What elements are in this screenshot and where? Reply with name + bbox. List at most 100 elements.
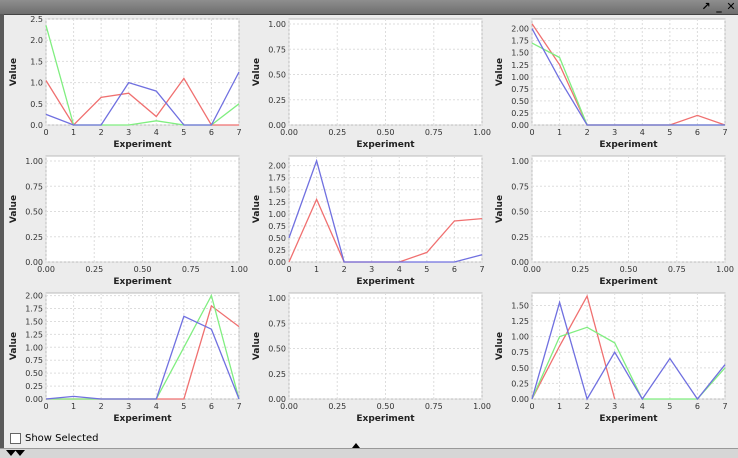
y-tick-label: 0.50 (511, 208, 529, 217)
y-tick-label: 0.50 (25, 208, 43, 217)
x-axis-label: Experiment (599, 277, 658, 287)
y-tick-label: 1.75 (25, 305, 43, 314)
y-axis-label: Value (495, 195, 505, 223)
y-axis-label: Value (9, 195, 19, 223)
x-tick-label: 0.00 (523, 265, 541, 274)
y-tick-label: 1.5 (30, 57, 43, 66)
show-selected-checkbox[interactable]: Show Selected (10, 433, 99, 444)
x-tick-label: 5 (181, 128, 186, 137)
x-tick-label: 0 (43, 128, 48, 137)
maximize-icon[interactable]: ↗ (701, 0, 711, 13)
y-tick-label: 0.00 (25, 395, 43, 404)
x-tick-label: 1 (71, 128, 76, 137)
chart-2: 0.00 0.25 0.50 0.75 1.00 0.00 0.25 0.50 0.75 1.00… (252, 18, 491, 150)
x-axis-label: Experiment (113, 277, 172, 287)
x-tick-label: 3 (126, 128, 131, 137)
y-tick-label: 1.25 (25, 330, 43, 339)
y-tick-label: 1.50 (268, 186, 286, 195)
window-left-edge (0, 14, 4, 457)
collapse-down-icon-2[interactable] (15, 450, 25, 456)
x-tick-label: 2 (585, 128, 590, 137)
x-tick-label: 4 (154, 402, 159, 411)
y-tick-label: 0.00 (268, 121, 286, 130)
y-tick-label: 0.50 (25, 369, 43, 378)
x-tick-label: 1 (314, 265, 319, 274)
y-tick-label: 0.75 (25, 356, 43, 365)
x-tick-label: 7 (722, 402, 727, 411)
y-tick-label: 0.00 (511, 121, 529, 130)
y-tick-label: 1.75 (511, 37, 529, 46)
chart-8: 0.00 0.25 0.50 0.75 1.00 0.00 0.25 0.50 0.75 1.00… (252, 292, 491, 424)
y-axis-label: Value (495, 332, 505, 360)
x-axis-label: Experiment (599, 414, 658, 424)
footer-strip (0, 443, 738, 458)
y-tick-label: 1.00 (511, 73, 529, 82)
y-tick-label: 1.00 (25, 157, 43, 166)
minimize-icon[interactable]: _ (716, 0, 722, 13)
x-tick-label: 0.50 (377, 128, 395, 137)
y-tick-label: 0.25 (25, 233, 43, 242)
y-tick-label: 1.50 (25, 317, 43, 326)
y-tick-label: 0.75 (511, 348, 529, 357)
y-axis-label: Value (252, 195, 262, 223)
x-tick-label: 1 (557, 402, 562, 411)
y-axis-label: Value (252, 58, 262, 86)
x-tick-label: 0.00 (37, 265, 55, 274)
x-axis-label: Experiment (113, 140, 172, 150)
series-line-blue (45, 71, 240, 126)
y-tick-label: 0.00 (268, 258, 286, 267)
splitter-handle-icon[interactable] (352, 443, 360, 448)
x-tick-label: 6 (209, 128, 214, 137)
y-tick-label: 0.50 (268, 345, 286, 354)
y-axis-label: Value (9, 58, 19, 86)
x-tick-label: 0.50 (620, 265, 638, 274)
x-tick-label: 6 (209, 402, 214, 411)
x-tick-label: 2 (99, 402, 104, 411)
x-tick-label: 6 (452, 265, 457, 274)
chart-7: 0 1 2 3 4 5 6 7 0.00 0.25 0.50 0.75 1.00 1.25 1.50 1.75… (9, 292, 242, 424)
x-tick-label: 7 (479, 265, 484, 274)
series-line-blue (288, 158, 483, 263)
plot-area (531, 18, 726, 126)
y-tick-label: 0.75 (25, 182, 43, 191)
x-tick-label: 0.75 (668, 265, 686, 274)
y-tick-label: 1.00 (511, 333, 529, 342)
x-tick-label: 1.00 (716, 265, 734, 274)
x-tick-label: 3 (612, 128, 617, 137)
x-tick-label: 2 (342, 265, 347, 274)
y-tick-label: 1.25 (268, 198, 286, 207)
x-tick-label: 0.50 (134, 265, 152, 274)
x-tick-label: 1.00 (230, 265, 248, 274)
y-tick-label: 2.5 (30, 15, 43, 24)
x-tick-label: 2 (99, 128, 104, 137)
bottom-bar: Show Selected (4, 430, 738, 448)
x-tick-label: 1.00 (473, 128, 491, 137)
y-tick-label: 2.00 (25, 292, 43, 301)
x-tick-label: 3 (612, 402, 617, 411)
plot-area (45, 18, 240, 126)
series-line-red (531, 294, 616, 400)
chart-5: 0 1 2 3 4 5 6 7 0.00 0.25 0.50 0.75 1.00 1.25 1.50 1.75… (252, 155, 485, 287)
collapse-down-icon[interactable] (6, 450, 16, 456)
title-bar: ↗ _ ✕ (0, 0, 738, 15)
y-tick-label: 1.50 (511, 49, 529, 58)
y-tick-label: 0.00 (511, 258, 529, 267)
y-tick-label: 0.75 (511, 182, 529, 191)
x-axis-label: Experiment (356, 277, 415, 287)
checkbox-box[interactable] (10, 433, 21, 444)
x-tick-label: 5 (424, 265, 429, 274)
close-icon[interactable]: ✕ (726, 0, 736, 13)
plot-area (45, 292, 240, 400)
y-tick-label: 0.50 (268, 234, 286, 243)
y-axis-label: Value (252, 332, 262, 360)
y-tick-label: 0.50 (511, 97, 529, 106)
x-tick-label: 4 (640, 402, 645, 411)
chart-6: 0.00 0.25 0.50 0.75 1.00 0.00 0.25 0.50 0.75 1.00… (495, 155, 734, 287)
x-tick-label: 5 (667, 402, 672, 411)
y-tick-label: 1.00 (25, 343, 43, 352)
y-tick-label: 0.75 (511, 85, 529, 94)
y-tick-label: 0.75 (268, 222, 286, 231)
y-tick-label: 2.00 (511, 25, 529, 34)
x-tick-label: 7 (722, 128, 727, 137)
